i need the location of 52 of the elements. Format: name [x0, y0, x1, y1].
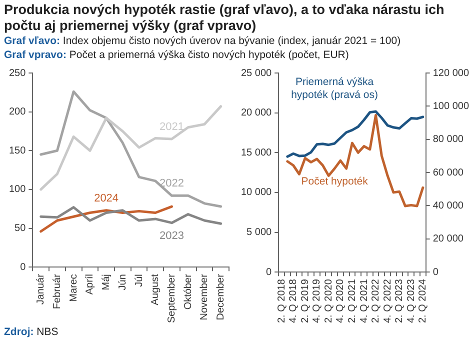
- y-tick-label: 0: [266, 266, 272, 278]
- x-tick-label: 2. Q 2023: [394, 278, 406, 323]
- text: Zdroj: NBS: [4, 326, 58, 338]
- series-label: 2023: [160, 230, 184, 242]
- x-tick-label: Apríl: [84, 274, 96, 295]
- series-label: Priemerná výška hypoték (pravá os): [291, 76, 378, 101]
- x-tick-label: November: [199, 273, 210, 320]
- x-tick-label: December: [216, 273, 227, 320]
- x-tick-label: 2. Q 2022: [370, 278, 382, 323]
- x-tick-label: Február: [52, 273, 63, 310]
- series-label: 2024: [94, 192, 119, 204]
- y-tick-label: 100: [8, 184, 26, 196]
- x-tick-label: 4. Q 2021: [358, 278, 370, 323]
- y2-tick-label: 40 000: [432, 200, 464, 212]
- x-tick-label: 2. Q 2021: [346, 278, 358, 323]
- x-tick-label: 2. Q 2024: [418, 278, 429, 323]
- text: Graf vpravo: Počet a priemerná výška čisto nových hypoték (počet, EUR): [4, 49, 349, 61]
- y-tick-label: 10 000: [240, 187, 272, 198]
- x-tick-label: Jún: [117, 274, 128, 290]
- x-tick-label: September: [166, 273, 178, 324]
- x-tick-label: Júl: [134, 274, 145, 287]
- y-tick-label: 250: [8, 68, 26, 79]
- y-tick-label: 50: [14, 223, 26, 234]
- y2-tick-label: 20 000: [432, 234, 464, 245]
- y-tick-label: 0: [20, 262, 26, 273]
- x-tick-label: 2. Q 2020: [323, 278, 334, 323]
- x-tick-label: 4. Q 2020: [335, 278, 346, 323]
- x-tick-label: 4. Q 2019: [312, 278, 323, 323]
- x-tick-label: Január: [36, 273, 47, 305]
- y2-tick-label: 100 000: [432, 100, 470, 112]
- y2-tick-label: 60 000: [432, 167, 464, 178]
- y2-tick-label: 0: [432, 266, 439, 278]
- x-tick-label: Marec: [68, 274, 80, 302]
- x-tick-label: Október: [182, 273, 194, 310]
- chart-subtitle: Graf vľavo: Index objemu čisto nových úverov na bývanie (index, január 2021 = 100): [4, 35, 401, 47]
- y2-tick-label: 120 000: [432, 68, 470, 79]
- x-tick-label: 4. Q 2023: [406, 278, 417, 323]
- y-tick-label: 200: [8, 106, 26, 118]
- series-label: Počet hypoték: [301, 176, 369, 188]
- chart-title: Produkcia nových hypoték rastie (graf vľavo), a to vďaka nárastu ich počtu aj priemernej výšky (graf vpravo): [4, 2, 446, 34]
- x-tick-label: 2. Q 2018: [276, 278, 288, 323]
- y-tick-label: 150: [8, 145, 26, 156]
- y-tick-label: 5 000: [246, 227, 272, 238]
- y-tick-label: 20 000: [240, 108, 272, 119]
- x-tick-label: Máj: [101, 274, 112, 290]
- y-tick-label: 15 000: [240, 147, 272, 158]
- y-tick-label: 25 000: [240, 68, 272, 79]
- y2-tick-label: 80 000: [432, 134, 464, 146]
- x-tick-label: August: [150, 274, 162, 306]
- x-tick-label: 2. Q 2019: [300, 278, 311, 323]
- x-tick-label: 4. Q 2018: [288, 278, 300, 323]
- x-tick-label: 4. Q 2022: [382, 278, 394, 323]
